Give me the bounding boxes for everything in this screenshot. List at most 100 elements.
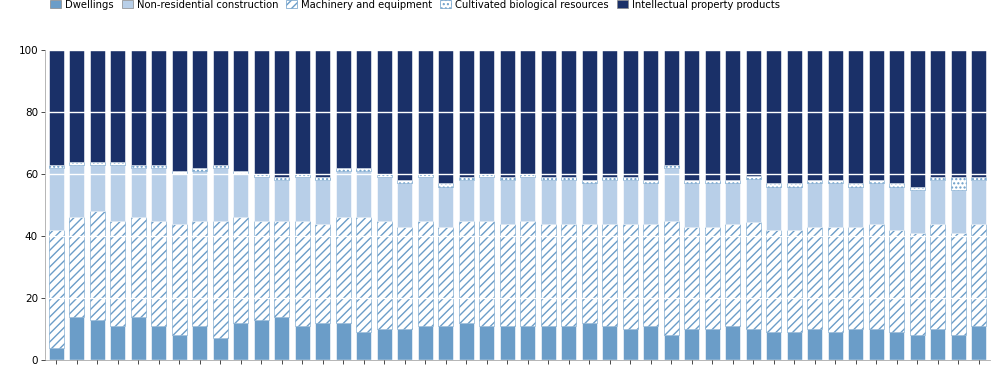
Bar [213, 50, 228, 165]
Bar [49, 50, 64, 165]
Bar [438, 183, 453, 187]
Bar [930, 177, 945, 180]
Bar [254, 174, 269, 177]
Bar [930, 329, 945, 360]
Bar [356, 332, 371, 360]
Bar [520, 50, 535, 174]
Bar [151, 326, 166, 360]
Bar [213, 338, 228, 360]
Bar [69, 165, 84, 217]
Bar [110, 326, 125, 360]
Bar [684, 227, 699, 329]
Bar [49, 230, 64, 348]
Bar [69, 162, 84, 165]
Bar [397, 183, 412, 227]
Bar [910, 190, 925, 233]
Bar [459, 323, 474, 360]
Bar [90, 50, 105, 162]
Bar [500, 326, 515, 360]
Bar [90, 162, 105, 165]
Bar [295, 174, 310, 177]
Bar [869, 50, 884, 180]
Bar [889, 50, 904, 183]
Bar [664, 221, 679, 335]
Bar [664, 50, 679, 165]
Bar [869, 183, 884, 224]
Bar [295, 221, 310, 326]
Bar [725, 224, 740, 326]
Bar [807, 329, 822, 360]
Bar [131, 50, 146, 165]
Bar [110, 165, 125, 221]
Bar [910, 335, 925, 360]
Bar [869, 180, 884, 183]
Bar [192, 171, 207, 221]
Bar [951, 233, 966, 335]
Bar [172, 335, 187, 360]
Bar [582, 183, 597, 224]
Bar [971, 180, 986, 224]
Bar [192, 50, 207, 168]
Bar [643, 50, 658, 180]
Bar [90, 165, 105, 211]
Bar [131, 217, 146, 317]
Legend: Dwellings, Non-residential construction, Machinery and equipment, Cultivated bio: Dwellings, Non-residential construction,… [50, 0, 780, 10]
Bar [746, 179, 761, 222]
Bar [192, 168, 207, 171]
Bar [684, 183, 699, 227]
Bar [541, 224, 556, 326]
Bar [90, 211, 105, 320]
Bar [848, 329, 863, 360]
Bar [787, 187, 802, 230]
Bar [848, 183, 863, 187]
Bar [151, 168, 166, 221]
Bar [828, 50, 843, 180]
Bar [233, 323, 248, 360]
Bar [131, 317, 146, 360]
Bar [684, 180, 699, 183]
Bar [377, 177, 392, 221]
Bar [807, 180, 822, 183]
Bar [500, 177, 515, 180]
Bar [315, 323, 330, 360]
Bar [49, 168, 64, 230]
Bar [582, 323, 597, 360]
Bar [213, 165, 228, 168]
Bar [541, 50, 556, 177]
Bar [233, 171, 248, 174]
Bar [315, 180, 330, 224]
Bar [418, 221, 433, 326]
Bar [520, 221, 535, 326]
Bar [828, 183, 843, 227]
Bar [705, 180, 720, 183]
Bar [192, 221, 207, 326]
Bar [746, 176, 761, 179]
Bar [418, 177, 433, 221]
Bar [889, 332, 904, 360]
Bar [766, 50, 781, 183]
Bar [295, 177, 310, 221]
Bar [500, 50, 515, 177]
Bar [561, 224, 576, 326]
Bar [49, 348, 64, 360]
Bar [377, 174, 392, 177]
Bar [295, 50, 310, 174]
Bar [602, 224, 617, 326]
Bar [274, 317, 289, 360]
Bar [459, 180, 474, 221]
Bar [623, 50, 638, 177]
Bar [172, 50, 187, 171]
Bar [541, 180, 556, 224]
Bar [356, 171, 371, 217]
Bar [213, 168, 228, 221]
Bar [725, 180, 740, 183]
Bar [69, 317, 84, 360]
Bar [110, 162, 125, 165]
Bar [418, 174, 433, 177]
Bar [746, 50, 761, 176]
Bar [848, 50, 863, 183]
Bar [418, 50, 433, 174]
Bar [930, 180, 945, 224]
Bar [684, 50, 699, 180]
Bar [377, 50, 392, 174]
